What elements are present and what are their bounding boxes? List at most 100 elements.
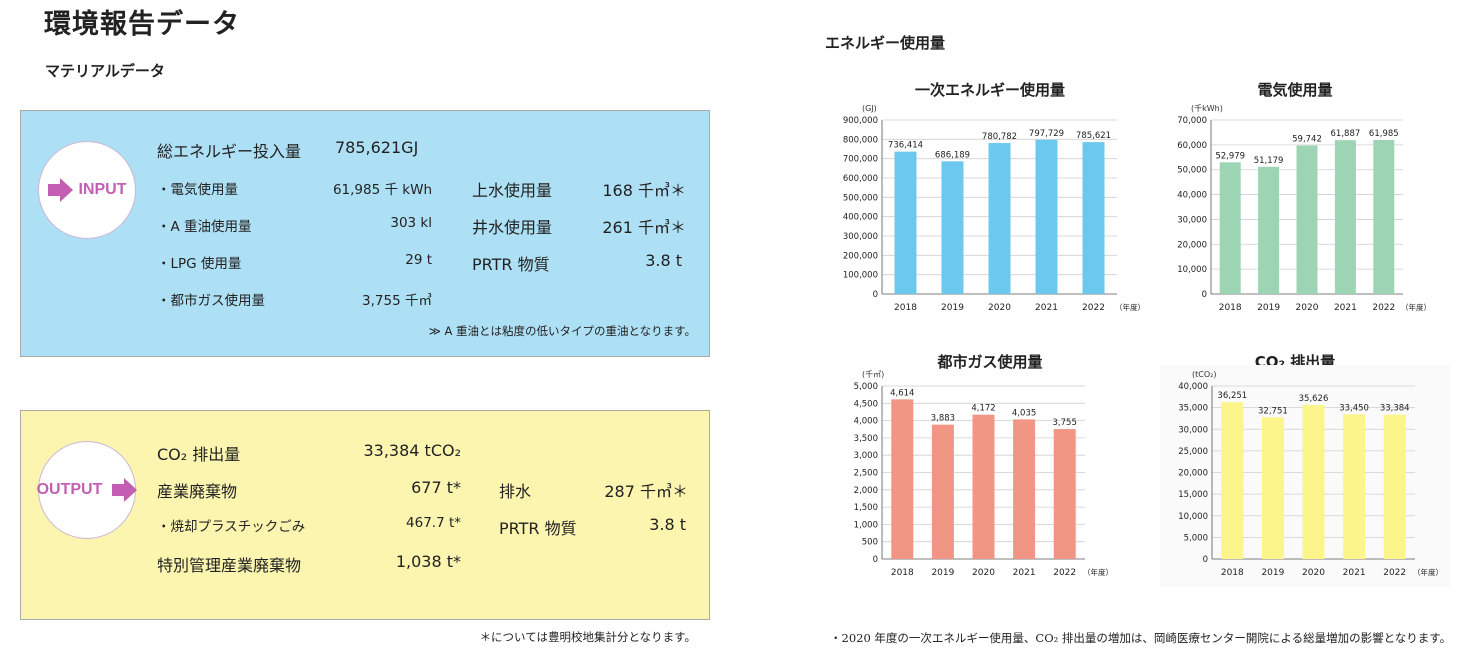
y-tick-label: 500,000 [843, 193, 878, 203]
bar [1334, 140, 1356, 294]
x-tick-label: 2022 [1372, 303, 1395, 313]
bar [1373, 139, 1395, 294]
input-item-label: ・電気使用量 [157, 182, 238, 198]
total-energy-label: 総エネルギー投入量 [157, 142, 302, 161]
x-tick-label: 2018 [1221, 568, 1244, 578]
y-tick-label: 50,000 [1177, 166, 1207, 176]
output-item-label: 排水 [499, 482, 532, 501]
output-box [20, 410, 710, 620]
output-item-value: 3.8 t [649, 515, 686, 534]
y-tick-label: 35,000 [1178, 404, 1208, 414]
chart-unit: (GJ) [862, 104, 877, 113]
data-label: 785,621 [1076, 131, 1111, 141]
arrow-right-icon [47, 178, 73, 202]
data-label: 797,729 [1029, 129, 1064, 139]
output-item-value: 467.7 t* [406, 515, 461, 531]
y-tick-label: 0 [873, 290, 878, 300]
y-tick-label: 10,000 [1177, 265, 1207, 275]
y-tick-label: 300,000 [843, 232, 878, 242]
y-tick-label: 15,000 [1178, 490, 1208, 500]
bar [1258, 166, 1280, 294]
input-item-label: ・都市ガス使用量 [157, 293, 265, 309]
bar [891, 399, 914, 559]
data-label: 61,985 [1369, 129, 1399, 139]
input-item-value: 168 千㎥＊ [602, 181, 686, 200]
data-label: 33,450 [1339, 403, 1369, 413]
data-label: 4,035 [1012, 408, 1036, 418]
x-tick-label: 2018 [891, 568, 914, 578]
output-label: OUTPUT [36, 481, 103, 498]
x-tick-label: 2018 [894, 303, 917, 313]
data-label: 780,782 [982, 132, 1017, 142]
input-item-label: PRTR 物質 [472, 255, 550, 274]
data-label: 4,614 [890, 388, 914, 398]
output-item-label: ・焼却プラスチックごみ [157, 519, 306, 535]
output-item-value: 33,384 tCO₂ [363, 441, 461, 460]
input-note: ≫ A 重油とは粘度の低いタイプの重油となります。 [428, 324, 696, 338]
x-tick-label: 2020 [1302, 568, 1325, 578]
y-tick-label: 25,000 [1178, 447, 1208, 457]
x-unit-label: （年度） [1115, 302, 1145, 312]
y-tick-label: 0 [873, 555, 878, 565]
input-item-value: 303 kl [390, 215, 432, 231]
data-label: 32,751 [1258, 406, 1288, 416]
y-tick-label: 40,000 [1177, 191, 1207, 201]
x-tick-label: 2018 [1219, 303, 1242, 313]
x-tick-label: 2019 [1261, 568, 1284, 578]
bar [1221, 402, 1244, 559]
input-item-value: 3,755 千㎥ [362, 293, 432, 309]
y-tick-label: 40,000 [1178, 382, 1208, 392]
chart-unit: (千kWh) [1191, 103, 1223, 113]
output-item-label: CO₂ 排出量 [157, 445, 241, 464]
bar [1383, 414, 1406, 559]
y-tick-label: 400,000 [843, 213, 878, 223]
x-unit-label: （年度） [1083, 567, 1113, 577]
output-item-label: PRTR 物質 [499, 519, 577, 538]
chart-title: 一次エネルギー使用量 [914, 81, 1065, 99]
co2-chart: (tCO₂) 0 5,000 10,000 15,000 20,000 25,000 30,0… [1160, 365, 1450, 587]
data-label: 52,979 [1215, 151, 1245, 161]
x-tick-label: 2019 [931, 568, 954, 578]
y-tick-label: 5,000 [854, 382, 878, 392]
y-tick-label: 100,000 [843, 271, 878, 281]
data-label: 35,626 [1299, 394, 1329, 404]
y-tick-label: 1,000 [854, 520, 878, 530]
input-item-value: 61,985 千 kWh [332, 182, 432, 198]
x-unit-label: （年度） [1401, 302, 1431, 312]
y-tick-label: 0 [1203, 555, 1208, 565]
data-label: 736,414 [888, 141, 923, 151]
x-tick-label: 2021 [1035, 303, 1058, 313]
y-tick-label: 800,000 [843, 135, 878, 145]
output-badge: OUTPUT [36, 441, 138, 539]
material-title: マテリアルデータ [45, 62, 165, 80]
x-tick-label: 2021 [1334, 303, 1357, 313]
input-box [20, 110, 710, 357]
arrow-right-icon [112, 478, 138, 502]
input-item-label: ・A 重油使用量 [157, 219, 252, 235]
data-label: 4,172 [971, 404, 995, 414]
chart-unit: (千㎥) [862, 369, 884, 379]
data-label: 59,742 [1292, 134, 1322, 144]
data-label: 61,887 [1331, 129, 1361, 139]
y-tick-label: 20,000 [1178, 469, 1208, 479]
y-tick-label: 4,000 [854, 417, 878, 427]
y-tick-label: 5,000 [1184, 533, 1208, 543]
bar [1082, 142, 1105, 294]
output-item-value: 1,038 t* [395, 552, 461, 571]
bar [1302, 404, 1325, 559]
output-item-label: 産業廃棄物 [157, 482, 238, 501]
x-tick-label: 2021 [1343, 568, 1366, 578]
x-unit-label: （年度） [1413, 567, 1443, 577]
x-tick-label: 2022 [1082, 303, 1105, 313]
y-tick-label: 2,500 [854, 469, 878, 479]
input-badge: INPUT [38, 141, 136, 239]
x-tick-label: 2020 [1296, 303, 1319, 313]
x-tick-label: 2020 [972, 568, 995, 578]
chart-title: 都市ガス使用量 [937, 353, 1043, 371]
output-item-value: 677 t* [411, 478, 461, 497]
bar [1343, 414, 1366, 559]
input-item-value: 29 t [405, 252, 432, 268]
y-tick-label: 10,000 [1178, 512, 1208, 522]
y-tick-label: 60,000 [1177, 141, 1207, 151]
energy-section-title: エネルギー使用量 [825, 34, 946, 52]
